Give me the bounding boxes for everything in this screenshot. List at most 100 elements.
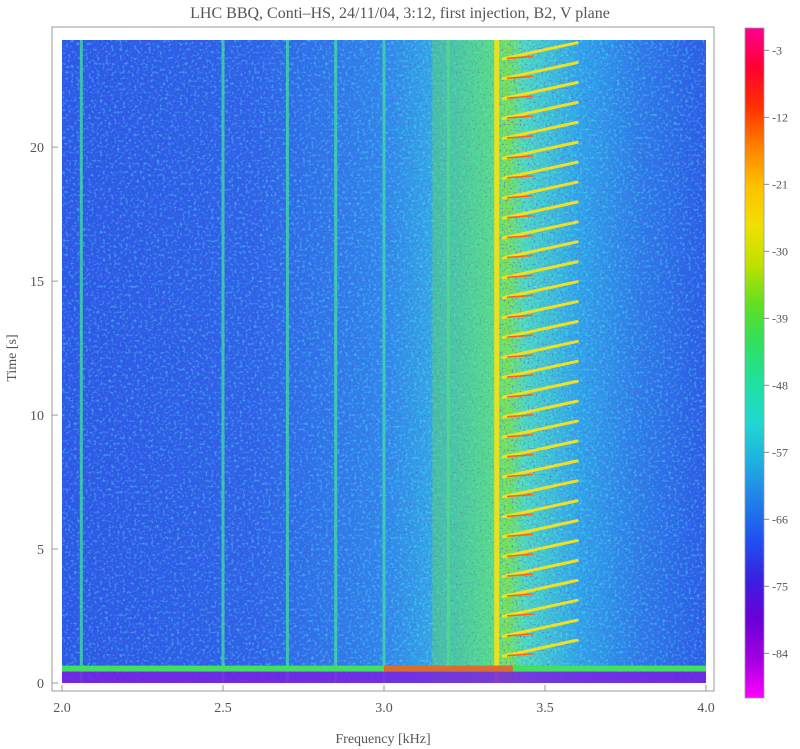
chirp-streak-core — [507, 354, 534, 358]
chirp-streak-core — [507, 593, 534, 597]
colorbar-tick-label: -12 — [772, 110, 788, 124]
y-tick-label: 0 — [37, 677, 44, 692]
injection-hotspot — [384, 665, 513, 672]
chart-title: LHC BBQ, Conti–HS, 24/11/04, 3:12, first… — [190, 5, 610, 22]
chirp-streak-core — [507, 294, 534, 298]
chirp-streak-core — [507, 214, 534, 219]
chirp-streak — [501, 140, 579, 160]
chirp-streak-core — [507, 274, 534, 279]
chirp-streak — [501, 300, 579, 320]
spectral-line — [79, 40, 83, 683]
pre-injection-band — [62, 671, 706, 683]
main-tune-line — [494, 40, 500, 683]
spectral-line — [446, 40, 450, 683]
colorbar-tick-label: -66 — [772, 512, 788, 526]
chirp-streak — [501, 359, 579, 379]
chirp-streak-core — [507, 573, 534, 577]
chirp-streak — [501, 499, 579, 519]
chirp-streak-core — [507, 95, 534, 99]
plot-area — [62, 40, 706, 683]
chirp-streak-core — [507, 613, 534, 617]
chirp-streak-core — [507, 314, 534, 318]
chirp-streak — [501, 220, 579, 240]
y-tick-label: 15 — [30, 275, 44, 290]
chirp-streak — [501, 578, 579, 598]
x-axis-label: Frequency [kHz] — [335, 732, 430, 747]
colorbar-gradient — [744, 27, 765, 699]
chirp-streak-core — [507, 175, 534, 179]
x-axis: 2.0 2.5 3.0 3.5 4.0 — [53, 685, 715, 716]
bright-band — [432, 40, 497, 683]
chirp-streak — [501, 319, 579, 340]
colorbar-tick-label: -39 — [772, 311, 788, 325]
chirp-streak-core — [507, 633, 534, 637]
chirp-streak-core — [507, 115, 534, 119]
chirp-streak — [501, 61, 579, 81]
colorbar-tick-label: -75 — [772, 579, 788, 593]
colorbar-tick-label: -3 — [772, 43, 782, 57]
y-tick-label: 10 — [30, 409, 44, 424]
chirp-streak-core — [507, 493, 534, 498]
x-tick-label: 2.0 — [53, 701, 71, 716]
chirp-streak — [501, 41, 579, 61]
chirp-streak — [501, 379, 579, 399]
chirp-streak-core — [507, 414, 534, 418]
spectral-line — [334, 40, 338, 683]
plot-frame — [51, 26, 715, 692]
y-axis-label: Time [s] — [5, 334, 20, 381]
x-tick-label: 4.0 — [697, 701, 715, 716]
chirp-streak — [501, 439, 579, 459]
colorbar-tick-label: -30 — [772, 244, 788, 258]
spectral-line — [221, 40, 225, 683]
chirp-streak — [501, 240, 579, 260]
colorbar-tick-label: -57 — [772, 445, 788, 459]
chirp-streak — [501, 120, 579, 140]
x-tick-label: 2.5 — [214, 701, 232, 716]
chirp-streak-core — [507, 374, 534, 378]
chirp-streak-core — [507, 453, 534, 458]
chirp-streak-core — [507, 55, 534, 60]
chirp-streak — [501, 638, 579, 658]
chirp-streak-core — [507, 135, 534, 139]
chirp-streak — [501, 519, 579, 539]
chirp-streak-core — [507, 533, 534, 537]
chirp-streak — [501, 160, 579, 180]
chirp-streak-core — [507, 433, 534, 438]
y-axis: 0 5 10 15 20 — [30, 141, 58, 692]
x-tick-label: 3.0 — [375, 701, 393, 716]
chirp-streak — [501, 558, 579, 579]
chirp-streak — [501, 399, 579, 419]
chirp-streak-core — [507, 75, 534, 79]
colorbar-tick-label: -21 — [772, 177, 788, 191]
colorbar-tick-label: -84 — [772, 646, 788, 660]
chirp-streak-core — [507, 553, 534, 557]
spectral-line — [285, 40, 289, 683]
chirp-streak — [501, 459, 579, 479]
colorbar-tick-label: -48 — [772, 378, 788, 392]
y-tick-label: 5 — [37, 543, 44, 558]
chirp-streak-core — [507, 234, 534, 239]
chirp-streak-core — [507, 195, 534, 199]
chirp-streak — [501, 200, 579, 220]
chirp-streak-core — [507, 513, 534, 518]
chirp-streak-core — [507, 254, 534, 259]
chirp-streak-core — [507, 473, 534, 478]
chirp-streak-core — [507, 155, 534, 159]
chirp-streak — [501, 479, 579, 499]
chirp-streak — [501, 81, 579, 101]
chirp-streak — [501, 618, 579, 638]
chirp-streak — [501, 100, 579, 120]
chirp-streak — [501, 539, 579, 559]
chirp-streak — [501, 260, 579, 280]
x-tick-label: 3.5 — [536, 701, 554, 716]
y-tick-label: 20 — [30, 141, 44, 156]
chirp-streak-core — [507, 394, 534, 398]
colorbar: -3 -12 -21 -30 -39 -48 -57 -66 -75 -84 — [744, 27, 788, 699]
chirp-streak — [501, 598, 579, 618]
spectral-line — [382, 40, 386, 683]
chirp-streak — [501, 339, 579, 359]
chirp-streak-core — [507, 653, 534, 657]
chirp-streak — [501, 180, 579, 200]
chirp-streak-core — [507, 334, 534, 338]
